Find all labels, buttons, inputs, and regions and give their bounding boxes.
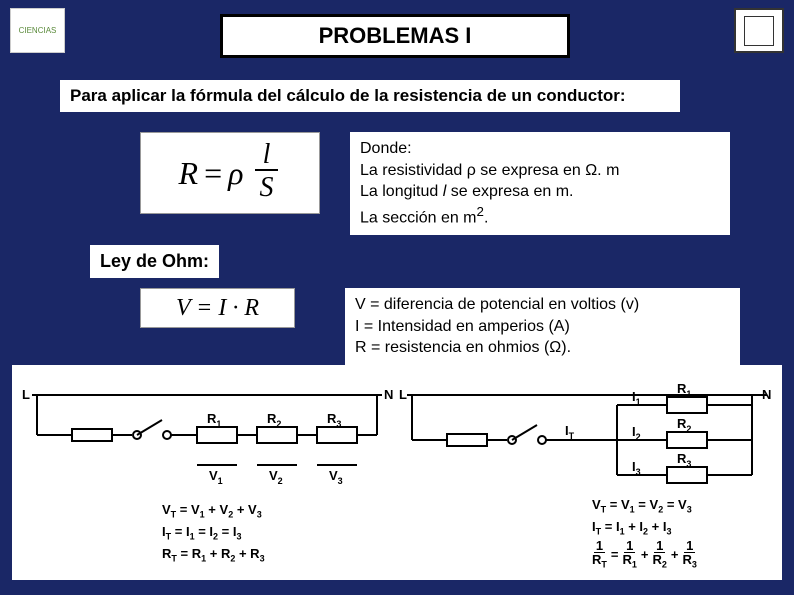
series-V3: V3 [329,468,343,486]
series-V1: V1 [209,468,223,486]
par-eq1: VT = V1 = V2 = V3 [592,495,697,517]
parallel-svg: L N IT I1 I2 I3 R1 R2 R3 [397,365,782,580]
logo-right-inner [744,16,774,46]
par-eq3: 1RT = 1R1 + 1R2 + 1R3 [592,539,697,570]
ohm-law-title: Ley de Ohm: [90,245,219,278]
formula1-num: l [255,141,279,171]
logo-left-text: CIENCIAS [19,26,57,35]
par-L: L [399,387,407,402]
formula1-rho: ρ [228,155,243,192]
formula1-eq: = [204,155,222,192]
donde-line1: La resistividad ρ se expresa en Ω. m [360,160,720,182]
donde-line2b: se expresa en m. [446,183,573,200]
formula1-content: R = ρ l S [179,141,282,205]
formula2-text: V = I · R [176,295,259,322]
vir-l2: I = Intensidad en amperios (A) [355,316,730,338]
page-title: PROBLEMAS I [220,14,570,58]
donde-line3a: La sección en m [360,209,477,226]
formula1-lhs: R [179,155,199,192]
donde-line2: La longitud l se expresa en m. [360,181,720,203]
series-L: L [22,387,30,402]
series-equations: VT = V1 + V2 + V3 IT = I1 = I2 = I3 RT =… [162,500,265,566]
donde-line3-sup: 2 [477,204,484,219]
logo-right [734,8,784,53]
series-V2: V2 [269,468,283,486]
vir-l1: V = diferencia de potencial en voltios (… [355,294,730,316]
vir-block: V = diferencia de potencial en voltios (… [345,288,740,365]
parallel-equations: VT = V1 = V2 = V3 IT = I1 + I2 + I3 1RT … [592,495,697,570]
ohm-formula: V = I · R [140,288,295,328]
series-eq3: RT = R1 + R2 + R3 [162,544,265,566]
series-eq1: VT = V1 + V2 + V3 [162,500,265,522]
logo-left: CIENCIAS [10,8,65,53]
intro-text: Para aplicar la fórmula del cálculo de l… [60,80,680,112]
circuits-panel: L N R1 R2 R3 V1 V2 V3 VT = V1 + V2 + V3 … [12,365,782,580]
par-IT: IT [565,423,575,441]
par-N: N [762,387,771,402]
donde-line3b: . [484,209,488,226]
donde-line3: La sección en m2. [360,203,720,229]
vir-l3: R = resistencia en ohmios (Ω). [355,337,730,359]
par-eq2: IT = I1 + I2 + I3 [592,517,697,539]
series-circuit: L N R1 R2 R3 V1 V2 V3 VT = V1 + V2 + V3 … [12,365,397,580]
formula1-den: S [251,171,281,205]
series-N: N [384,387,393,402]
series-eq2: IT = I1 = I2 = I3 [162,522,265,544]
resistance-formula: R = ρ l S [140,132,320,214]
formula1-fraction: l S [251,141,281,205]
donde-line2a: La longitud [360,183,443,200]
parallel-circuit: L N IT I1 I2 I3 R1 R2 R3 VT = V1 = V2 = … [397,365,782,580]
donde-heading: Donde: [360,138,720,160]
donde-block: Donde: La resistividad ρ se expresa en Ω… [350,132,730,235]
